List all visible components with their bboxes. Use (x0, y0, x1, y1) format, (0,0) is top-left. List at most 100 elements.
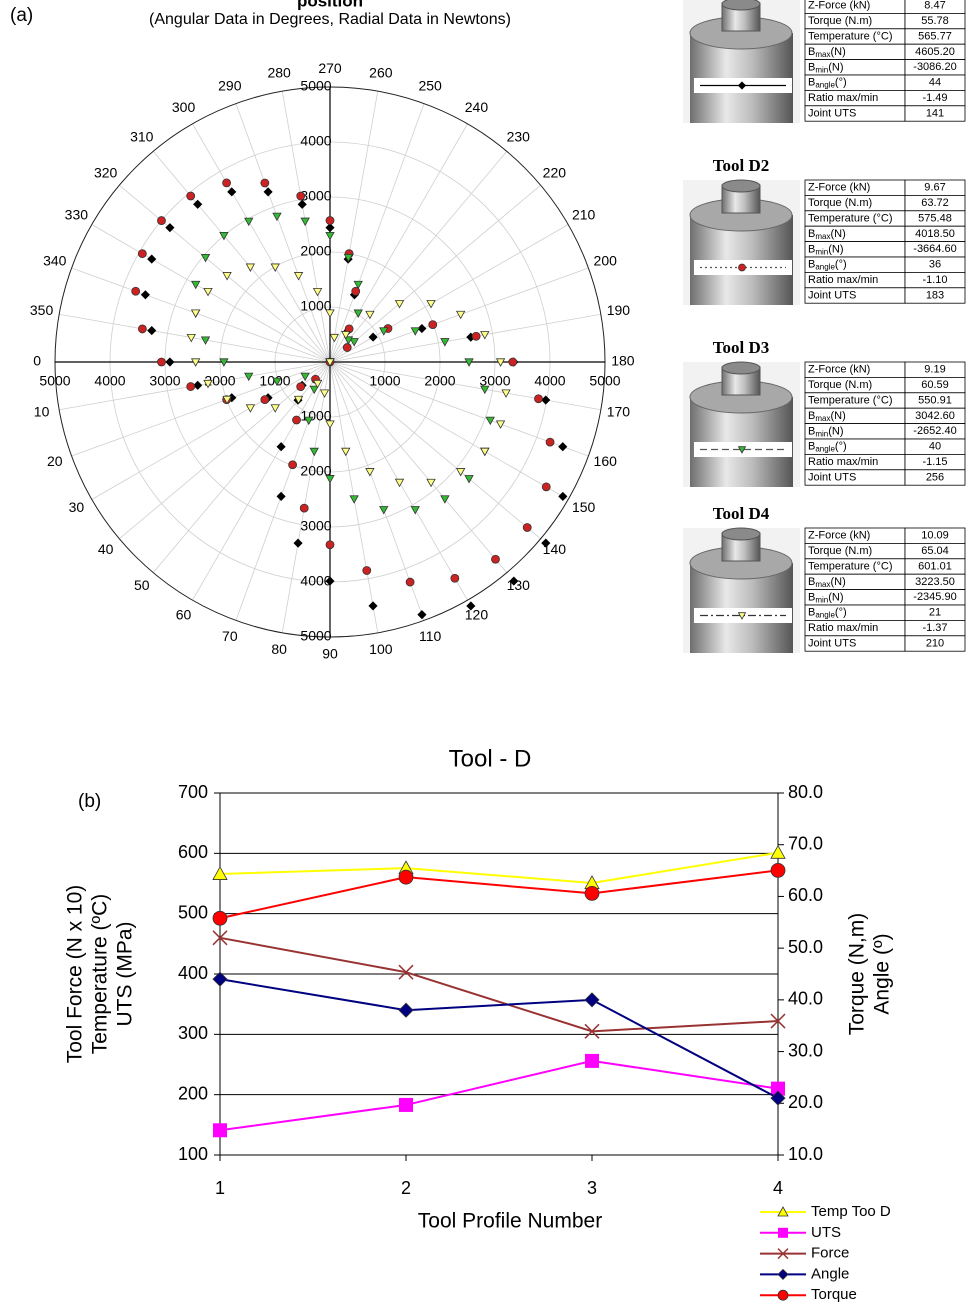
marker (321, 390, 329, 397)
row-label-part: min (815, 429, 828, 438)
marker (228, 188, 236, 196)
marker (326, 541, 334, 549)
r-tick-label: 3000 (300, 188, 331, 204)
row-label-part: (N) (828, 61, 843, 73)
y2-tick-label: 40.0 (788, 989, 823, 1009)
marker (326, 217, 334, 225)
row-label-part: Ratio max/min (808, 92, 878, 104)
row-label: Z-Force (kN) (808, 0, 870, 12)
angle-tick-label: 130 (507, 577, 531, 593)
row-label-part: Torque (N.m) (808, 379, 872, 391)
chart-subtitle: (Angular Data in Degrees, Radial Data in… (149, 11, 511, 28)
angle-tick-label: 350 (30, 302, 54, 318)
angle-tick-label: 260 (369, 64, 393, 80)
angle-tick-label: 200 (594, 253, 618, 269)
row-label-part: Joint UTS (808, 471, 856, 483)
row-label-part: (N) (828, 425, 843, 437)
marker (202, 254, 210, 261)
marker (399, 870, 413, 884)
marker (411, 328, 419, 335)
row-label-part: B (808, 441, 815, 453)
tool-pin-top (722, 180, 760, 192)
marker (246, 405, 254, 412)
x-tick-label: 3 (587, 1178, 597, 1198)
marker (369, 602, 377, 610)
marker (277, 443, 285, 451)
x-axis-title: Tool Profile Number (418, 1210, 602, 1233)
marker (380, 507, 388, 514)
angle-tick-label: 210 (572, 206, 596, 222)
r-tick-label: 3000 (300, 518, 331, 534)
marker (297, 192, 305, 200)
row-label-part: angle (815, 81, 835, 90)
marker (497, 421, 505, 428)
marker (399, 1003, 413, 1017)
row-value: 4605.20 (915, 46, 955, 58)
row-label-part: B (808, 228, 815, 240)
row-label-part: max (815, 414, 830, 423)
angle-tick-label: 120 (465, 606, 489, 622)
marker (138, 325, 146, 333)
marker (310, 448, 318, 455)
row-label: Joint UTS (808, 107, 856, 119)
y-tick-label: 600 (178, 842, 208, 862)
r-tick-label: 2000 (424, 373, 455, 389)
marker (363, 566, 371, 574)
marker (273, 213, 281, 220)
row-label-part: (°) (835, 259, 847, 271)
marker (546, 438, 554, 446)
row-label-part: Torque (N.m) (808, 197, 872, 209)
marker (326, 475, 334, 482)
angle-tick-label: 310 (130, 128, 154, 144)
row-label-part: B (808, 576, 815, 588)
marker (138, 250, 146, 258)
marker (326, 421, 334, 428)
y-tick-label: 500 (178, 902, 208, 922)
marker (771, 846, 785, 859)
row-label-part: (N) (828, 243, 843, 255)
row-label-part: Z-Force (kN) (808, 530, 870, 542)
legend-label: Force (811, 1245, 849, 1262)
marker (457, 468, 465, 475)
row-value: 63.72 (921, 197, 949, 209)
row-label-part: (N) (830, 410, 845, 422)
tool-title: Tool D4 (713, 504, 770, 523)
row-label-part: min (815, 595, 828, 604)
figure: (a) position (Angular Data in Degrees, R… (0, 0, 967, 1306)
row-label: Temperature (°C) (808, 30, 892, 42)
marker (472, 332, 480, 340)
row-value: 601.01 (918, 560, 952, 572)
row-value: 40 (929, 441, 941, 453)
r-tick-label: 1000 (369, 373, 400, 389)
row-label-part: Temperature (°C) (808, 560, 892, 572)
marker (739, 264, 746, 271)
row-label: Torque (N.m) (808, 197, 872, 209)
y-axis-title: Tool Force (N x 10) (64, 885, 87, 1064)
row-label-part: min (815, 247, 828, 256)
r-tick-label: 3000 (149, 373, 180, 389)
row-value: -1.37 (922, 622, 947, 634)
row-label-part: (°) (835, 607, 847, 619)
angle-tick-label: 50 (134, 577, 150, 593)
marker (157, 217, 165, 225)
row-value: -1.10 (922, 274, 947, 286)
series-line (220, 979, 778, 1098)
row-label-part: Z-Force (kN) (808, 364, 870, 376)
marker (141, 291, 149, 299)
row-label-part: Torque (N.m) (808, 15, 872, 27)
row-label-part: B (808, 77, 815, 89)
row-value: 65.04 (921, 545, 949, 557)
row-value: 60.59 (921, 379, 949, 391)
row-label-part: Joint UTS (808, 637, 856, 649)
y2-tick-label: 60.0 (788, 885, 823, 905)
tool-pin-top (722, 362, 760, 374)
y2-tick-label: 50.0 (788, 937, 823, 957)
row-value: 36 (929, 259, 941, 271)
marker (427, 300, 435, 307)
y-axis-title: UTS (MPa) (114, 922, 137, 1027)
r-tick-label: 5000 (300, 628, 331, 644)
marker (396, 479, 404, 486)
series-line (220, 870, 778, 918)
y2-tick-label: 80.0 (788, 782, 823, 802)
marker (585, 1054, 599, 1068)
